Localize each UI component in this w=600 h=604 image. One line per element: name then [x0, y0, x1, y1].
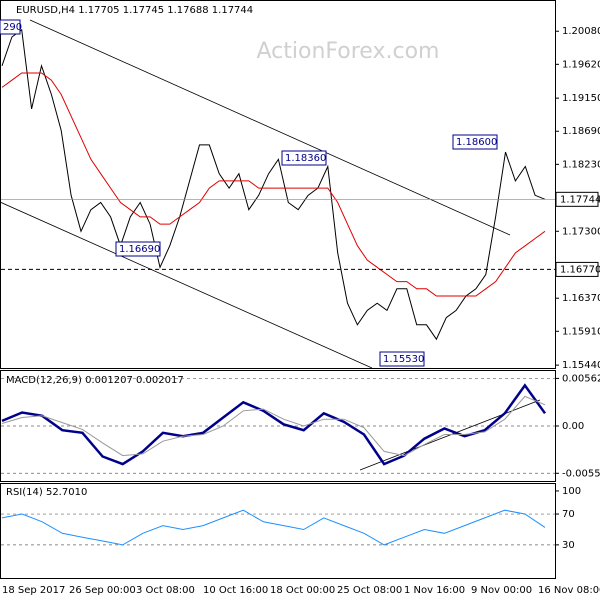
price-box	[555, 191, 599, 207]
y-tick-label: 1.15910	[562, 326, 600, 337]
annotation: 1.15530	[383, 354, 424, 365]
series-line	[1, 509, 546, 546]
annotation-box	[281, 150, 327, 166]
x-tick-label: 10 Oct 16:00	[203, 585, 268, 596]
x-tick-label: 18 Sep 2017	[2, 585, 65, 596]
annotation: 1.18600	[456, 137, 497, 148]
series-line	[1, 383, 547, 466]
y-tick-label: 70	[562, 509, 575, 520]
y-tick-label: 1.18230	[562, 159, 600, 170]
y-tick-label: 0.00	[562, 421, 584, 432]
x-tick-label: 26 Sep 00:00	[69, 585, 136, 596]
x-tick-label: 25 Oct 08:00	[337, 585, 402, 596]
rsi-title: RSI(14) 52.7010	[6, 487, 87, 498]
annotation: 290	[3, 22, 22, 33]
y-tick-label: 1.18690	[562, 126, 600, 137]
annotation-box	[452, 134, 498, 150]
channel-line	[0, 201, 373, 369]
series-line	[1, 395, 546, 457]
series-line	[1, 72, 546, 297]
main-panel	[0, 0, 556, 369]
x-tick-label: 3 Oct 08:00	[136, 585, 195, 596]
watermark: ActionForex.com	[257, 39, 440, 64]
y-tick-label: 1.16370	[562, 293, 600, 304]
annotation-box	[379, 351, 425, 367]
annotation: 1.16690	[119, 244, 160, 255]
series-line	[1, 28, 546, 341]
y-tick-label: 30	[562, 540, 575, 551]
x-tick-label: 16 Nov 08:00	[538, 585, 600, 596]
price-label: 1.17744	[560, 194, 600, 205]
rsi-panel	[0, 483, 556, 579]
annotation: 1.18360	[285, 153, 326, 164]
y-tick-label: 1.20080	[562, 26, 600, 37]
x-tick-label: 1 Nov 16:00	[404, 585, 465, 596]
y-tick-label: 1.19150	[562, 93, 600, 104]
macd-title: MACD(12,26,9) 0.001207 0.002017	[6, 375, 184, 386]
chart-title: EURUSD,H4 1.17705 1.17745 1.17688 1.1774…	[16, 5, 253, 16]
x-tick-label: 9 Nov 00:00	[471, 585, 532, 596]
y-tick-label: 1.15440	[562, 360, 600, 371]
y-tick-label: 1.17300	[562, 226, 600, 237]
x-tick-label: 18 Oct 00:00	[270, 585, 335, 596]
annotation-box	[0, 19, 21, 35]
annotation-box	[115, 241, 161, 257]
y-tick-label: 0.005622	[562, 373, 600, 384]
level-label: 1.16770	[560, 264, 600, 275]
y-tick-label: 100	[562, 486, 581, 497]
level-box	[555, 261, 599, 277]
y-tick-label: 1.19620	[562, 59, 600, 70]
y-tick-label: -0.005588	[562, 468, 600, 479]
